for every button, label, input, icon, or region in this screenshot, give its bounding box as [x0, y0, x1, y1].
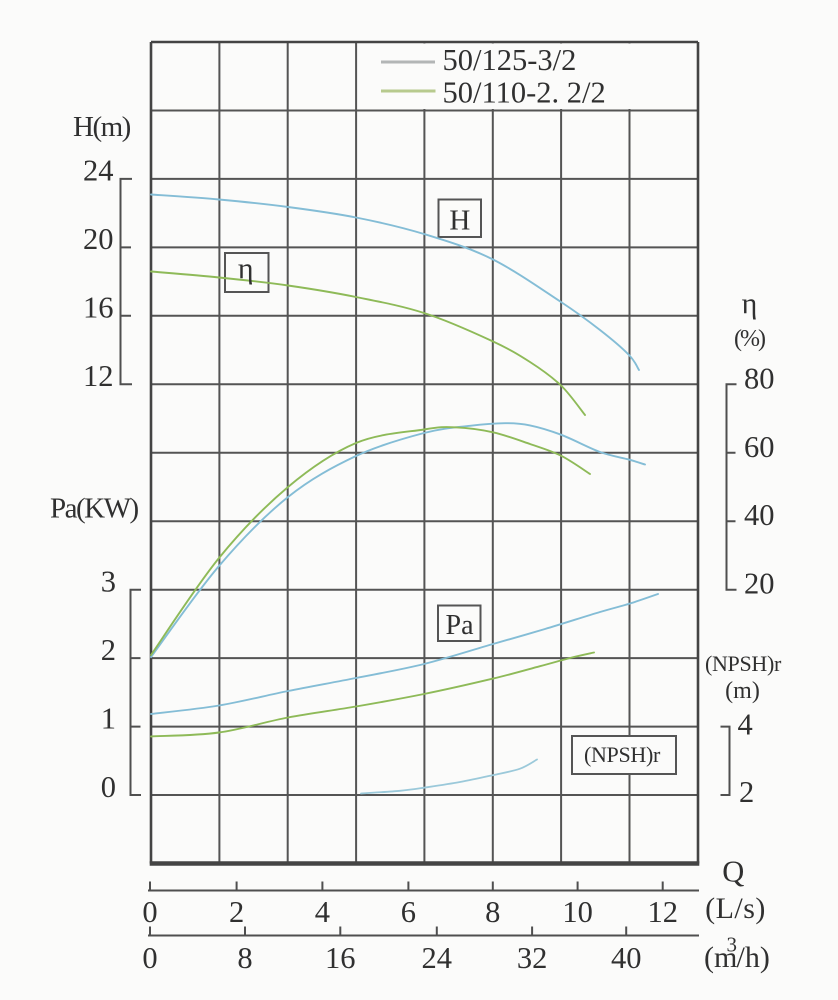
svg-text:60: 60	[744, 430, 775, 464]
svg-text:0: 0	[101, 770, 116, 804]
svg-text:40: 40	[611, 941, 642, 975]
svg-text:12: 12	[83, 359, 114, 393]
svg-text:80: 80	[744, 361, 775, 395]
svg-text:(L/s): (L/s)	[705, 892, 766, 925]
svg-text:16: 16	[83, 290, 114, 324]
svg-text:(NPSH)r: (NPSH)r	[705, 651, 782, 676]
svg-text:Q: Q	[722, 855, 744, 889]
svg-text:16: 16	[325, 941, 356, 975]
svg-text:η: η	[742, 287, 758, 320]
svg-text:24: 24	[422, 941, 453, 975]
svg-text:20: 20	[744, 567, 775, 601]
svg-text:0: 0	[142, 895, 157, 929]
svg-text:H(m): H(m)	[73, 111, 131, 143]
svg-text:H: H	[449, 205, 470, 237]
svg-text:50/110-2. 2/2: 50/110-2. 2/2	[443, 76, 606, 110]
svg-text:12: 12	[647, 895, 678, 929]
svg-text:(m: (m	[704, 941, 737, 974]
svg-text:32: 32	[517, 941, 548, 975]
svg-text:(m): (m)	[725, 678, 760, 704]
svg-text:4: 4	[315, 895, 330, 929]
svg-text:2: 2	[229, 895, 244, 929]
svg-text:24: 24	[83, 153, 114, 187]
svg-text:50/125-3/2: 50/125-3/2	[443, 43, 577, 77]
svg-text:4: 4	[738, 708, 753, 742]
svg-text:Pa(KW): Pa(KW)	[50, 493, 138, 525]
svg-text:10: 10	[562, 895, 593, 929]
svg-text:2: 2	[739, 775, 754, 809]
svg-text:40: 40	[744, 498, 775, 532]
svg-text:η: η	[238, 252, 254, 285]
svg-text:1: 1	[101, 702, 116, 736]
svg-text:8: 8	[237, 941, 252, 975]
svg-text:/h): /h)	[737, 941, 770, 974]
svg-text:20: 20	[83, 222, 114, 256]
svg-text:3: 3	[727, 933, 738, 957]
svg-text:8: 8	[485, 895, 500, 929]
svg-text:(%): (%)	[734, 326, 765, 352]
svg-text:3: 3	[101, 565, 116, 599]
svg-text:(NPSH)r: (NPSH)r	[584, 742, 661, 767]
svg-text:6: 6	[401, 895, 416, 929]
svg-text:Pa: Pa	[446, 610, 475, 641]
svg-text:0: 0	[142, 941, 157, 975]
svg-text:2: 2	[101, 633, 116, 667]
